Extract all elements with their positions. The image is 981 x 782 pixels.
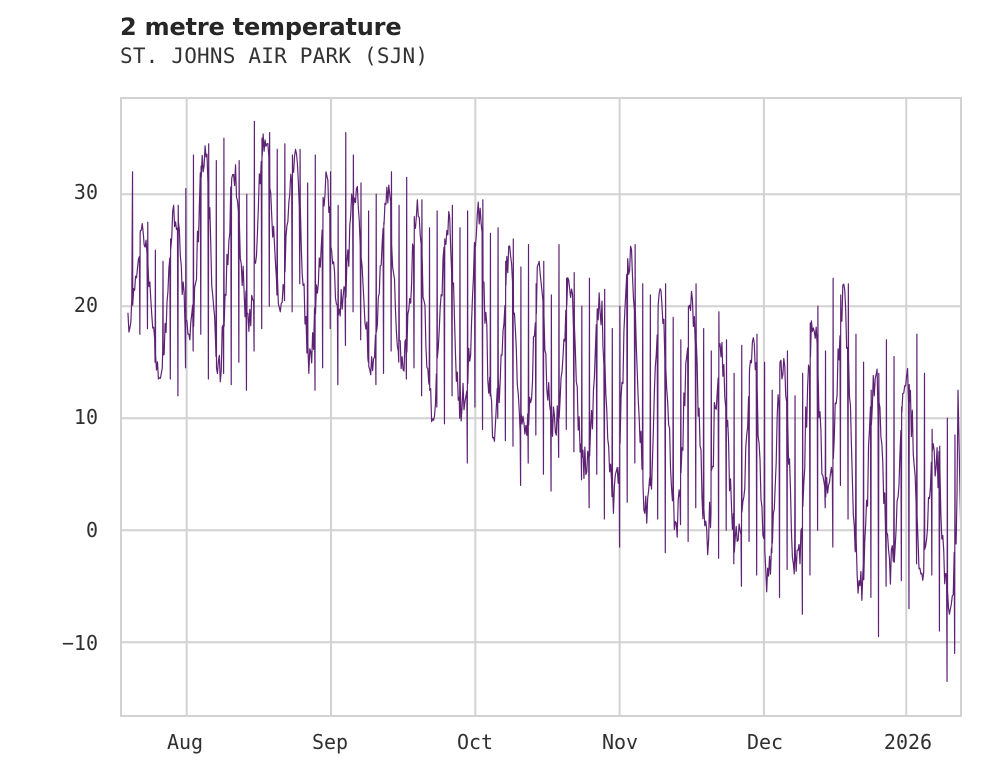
- chart-subtitle: ST. JOHNS AIR PARK (SJN): [120, 44, 429, 68]
- chart-canvas: [122, 99, 960, 715]
- x-tick-label: Dec: [746, 730, 784, 754]
- y-tick-label: −10: [61, 630, 98, 655]
- x-tick-label: Nov: [601, 730, 639, 754]
- x-tick-label: Oct: [456, 730, 494, 754]
- y-tick-label: 30: [73, 179, 98, 204]
- x-tick-label: 2026: [883, 730, 933, 754]
- x-tick-label: Aug: [166, 730, 204, 754]
- x-tick-label: Sep: [311, 730, 349, 754]
- y-tick-label: 20: [73, 292, 98, 317]
- title-block: 2 metre temperature ST. JOHNS AIR PARK (…: [120, 12, 980, 70]
- plot-area: [120, 97, 962, 717]
- temperature-series-line: [127, 120, 960, 682]
- page-title: 2 metre temperature: [120, 13, 402, 41]
- x-gridlines: [185, 99, 908, 715]
- y-tick-label: 10: [73, 405, 98, 430]
- y-tick-label: 0: [85, 518, 98, 542]
